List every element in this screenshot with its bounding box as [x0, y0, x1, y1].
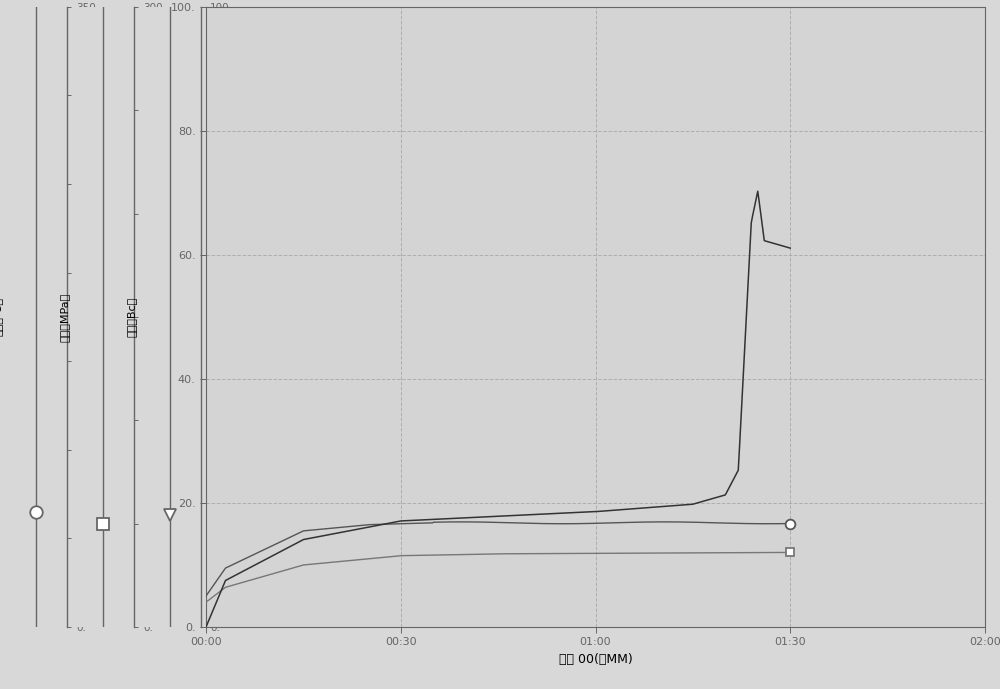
- Y-axis label: 压力（MPa）: 压力（MPa）: [59, 292, 69, 342]
- Y-axis label: 温度（℃）: 温度（℃）: [0, 298, 2, 336]
- Y-axis label: 稠度（Bc）: 稠度（Bc）: [126, 297, 136, 337]
- X-axis label: 时间 00(：MM): 时间 00(：MM): [559, 653, 632, 666]
